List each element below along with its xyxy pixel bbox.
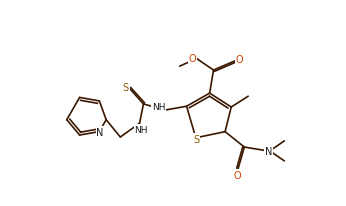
Text: NH: NH — [152, 103, 166, 112]
Text: O: O — [236, 55, 244, 65]
Text: O: O — [234, 170, 241, 180]
Text: NH: NH — [134, 125, 148, 134]
Text: N: N — [265, 146, 273, 156]
Text: O: O — [189, 54, 197, 63]
Text: N: N — [97, 127, 104, 137]
Text: S: S — [123, 83, 129, 92]
Text: S: S — [193, 134, 200, 144]
